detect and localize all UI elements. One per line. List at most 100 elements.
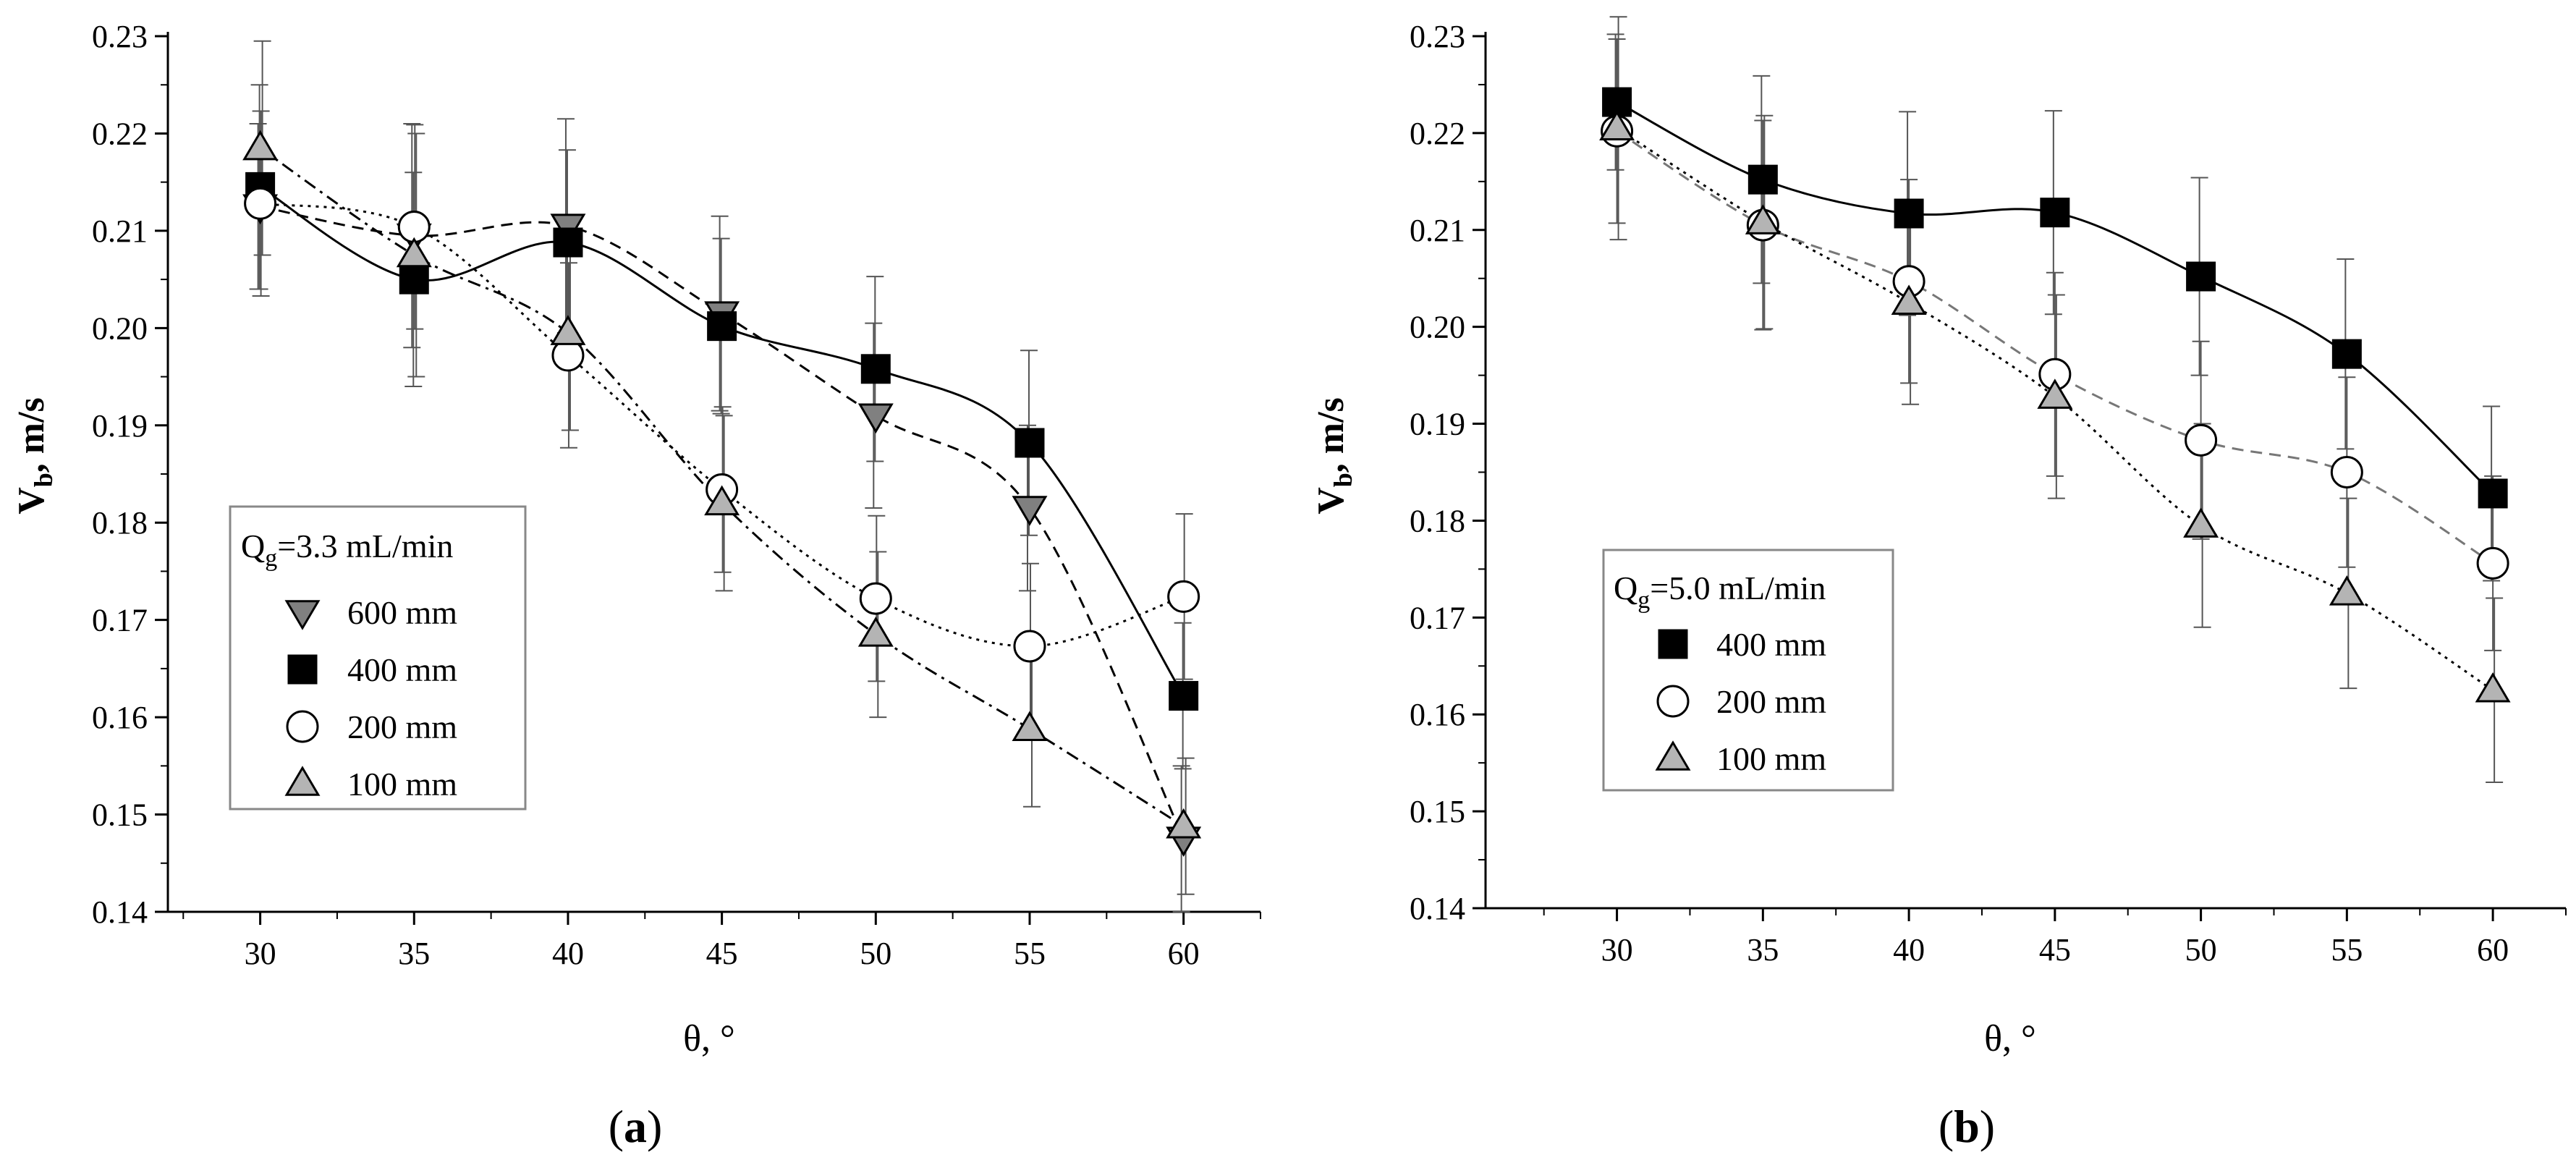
panel-b-legend: Qg=5.0 mL/min 400 mm 200 mm 100 mm <box>1602 549 1894 792</box>
panel-b-x-tick-label: 35 <box>1747 932 1779 968</box>
panel-b-x-tick-label: 60 <box>2477 932 2509 968</box>
panel-b-legend-box <box>1602 549 1894 792</box>
panel-a-y-tick-label: 0.21 <box>92 213 148 249</box>
panel-a-y-axis-title-main: V <box>11 487 52 515</box>
panel-a-series-400-mm-point <box>399 264 429 295</box>
panel-a-y-tick-label: 0.17 <box>92 603 148 638</box>
panel-b-y-tick-label: 0.14 <box>1410 891 1465 926</box>
panel-a-legend: Qg=3.3 mL/min 600 mm 400 mm 200 mm 100 mm <box>229 505 527 811</box>
panel-b-y-tick-label: 0.23 <box>1410 19 1465 54</box>
panel-b-y-tick-label: 0.15 <box>1410 794 1465 829</box>
panel-b-y-tick-label: 0.18 <box>1410 503 1465 538</box>
panel-a-series-100-mm-point <box>396 237 432 268</box>
panel-b-series-100-mm-legend-marker <box>1655 740 1691 771</box>
panel-b-y-tick-label: 0.22 <box>1410 116 1465 151</box>
panel-a-series-400-mm-point <box>860 354 891 384</box>
panel-a-legend-title: Qg=3.3 mL/min <box>241 528 453 572</box>
panel-b-legend-title-sub: g <box>1637 587 1650 614</box>
panel-a-x-tick-label: 55 <box>1014 936 1046 971</box>
panel-b-y-tick-label: 0.21 <box>1410 213 1465 248</box>
panel-a-markers <box>242 130 1202 857</box>
panel-a-series-600-mm-point <box>1012 496 1048 526</box>
panel-b-series-100-mm-point <box>2475 672 2511 703</box>
panel-b-y-tick-label: 0.19 <box>1410 407 1465 442</box>
panel-a-label-letter: a <box>624 1101 647 1152</box>
panel-a-series-200-mm-point <box>244 187 277 220</box>
panel-b-tick-labels: 30 35 40 45 50 55 60 0.14 0.15 0.16 0.17 0.18 0.19 0.… <box>1410 19 2509 968</box>
panel-b-series-200-mm-point <box>2330 456 2363 488</box>
panel-a-series-600-mm-legend-label: 600 mm <box>347 594 457 631</box>
panel-a-series-100-mm-point <box>1012 711 1048 742</box>
panel-b-y-tick-label: 0.16 <box>1410 697 1465 732</box>
panel-a-series-100-mm-legend-marker <box>284 766 321 796</box>
panel-b-series-100-mm-point <box>1599 110 1635 140</box>
panel-a-series-100-mm-legend-label: 100 mm <box>347 766 457 803</box>
panel-b: 30 35 40 45 50 55 60 0.14 0.15 0.16 0.17 0.18 0.19 0.… <box>1310 16 2567 1152</box>
panel-b-series-200-mm-legend-marker <box>1656 685 1690 718</box>
panel-a-series-400-mm-legend-marker <box>287 654 318 685</box>
panel-a-series-200-mm-legend-label: 200 mm <box>347 708 457 745</box>
panel-a-y-tick-label: 0.22 <box>92 116 148 151</box>
panel-a-x-tick-label: 60 <box>1168 936 1200 971</box>
panel-a-legend-title-rest: =3.3 mL/min <box>277 528 453 564</box>
panel-a-series-600-mm-point <box>857 403 894 434</box>
panel-b-x-tick-label: 45 <box>2039 932 2071 968</box>
panel-b-series-400-mm-point <box>1894 198 1924 229</box>
panel-a-x-tick-label: 45 <box>706 936 738 971</box>
panel-a-series-100-mm-point <box>857 617 894 647</box>
panel-a-y-tick-label: 0.16 <box>92 700 148 735</box>
panel-b-series-400-mm-legend-marker <box>1658 629 1688 659</box>
panel-b-series-400-mm-point <box>2040 198 2070 228</box>
panel-b-legend-entries: 400 mm 200 mm 100 mm <box>1655 626 1826 777</box>
panel-a-y-axis-title-rest: , m/s <box>11 397 52 473</box>
panel-a-y-tick-label: 0.14 <box>92 894 148 930</box>
panel-a-y-axis-title-sub: b <box>29 473 58 487</box>
panel-a-y-tick-label: 0.15 <box>92 797 148 833</box>
panel-a-x-tick-label: 40 <box>552 936 584 971</box>
panel-a-x-tick-label: 50 <box>860 936 891 971</box>
panel-b-series-100-mm-point <box>2329 575 2365 606</box>
panel-b-markers <box>1599 87 2511 703</box>
panel-b-x-tick-label: 30 <box>1601 932 1633 968</box>
panel-a-tick-labels: 30 35 40 45 50 55 60 0.14 0.15 0.16 0.17 0.18 0.19 0.… <box>92 19 1200 971</box>
panel-a-series-200-mm-point <box>1167 580 1200 613</box>
panel-b-series-100-mm-point <box>2037 378 2073 409</box>
panel-a-series-200-mm-legend-marker <box>286 710 319 743</box>
panel-b-y-axis-title-rest: , m/s <box>1310 397 1352 473</box>
panel-b-y-axis-title: Vb, m/s <box>1310 397 1357 515</box>
panel-b-series-200-mm-point <box>2476 546 2509 580</box>
panel-b-series-100-mm-point <box>1891 284 1927 315</box>
panel-a-x-tick-label: 30 <box>245 936 276 971</box>
panel-a-label: (a) <box>609 1101 663 1152</box>
panel-a-legend-entries: 600 mm 400 mm 200 mm 100 mm <box>284 594 457 803</box>
panel-b-series-400-mm-point <box>1747 164 1778 195</box>
panel-a-series-100-mm-point <box>550 315 586 345</box>
panel-b-y-tick-label: 0.17 <box>1410 600 1465 635</box>
panel-b-series-100-mm-point <box>1745 204 1781 234</box>
panel-a-series-100-mm-point <box>1166 808 1202 839</box>
panel-a-axes <box>155 32 1261 925</box>
panel-b-series-400-mm-point <box>2478 478 2508 509</box>
panel-a-y-tick-label: 0.19 <box>92 408 148 444</box>
panel-b-legend-title: Qg=5.0 mL/min <box>1614 570 1826 614</box>
panel-b-y-axis-title-sub: b <box>1329 473 1357 487</box>
panel-b-series-200-mm-point <box>2185 423 2218 457</box>
panel-a-legend-title-sub: g <box>265 545 277 572</box>
panel-b-axes <box>1473 32 2567 921</box>
panel-a-series-100-mm-point <box>704 485 740 516</box>
panel-b-x-tick-label: 50 <box>2185 932 2217 968</box>
panel-b-series-400-mm-point <box>2186 261 2216 292</box>
panel-b-x-tick-label: 55 <box>2331 932 2363 968</box>
panel-b-label-letter: b <box>1954 1101 1980 1152</box>
panel-b-series-200-mm-legend-label: 200 mm <box>1716 683 1826 720</box>
panel-a-legend-box <box>229 505 527 811</box>
panel-a-series-400-mm-point <box>553 227 583 258</box>
panel-b-y-axis-title-main: V <box>1310 487 1352 515</box>
panel-a-series-400-mm-legend-label: 400 mm <box>347 651 457 688</box>
panel-a-x-axis-title: θ, ° <box>683 1018 735 1059</box>
panel-b-label: (b) <box>1939 1101 1995 1152</box>
panel-a-y-tick-label: 0.18 <box>92 505 148 541</box>
panel-a-y-tick-label: 0.23 <box>92 19 148 54</box>
